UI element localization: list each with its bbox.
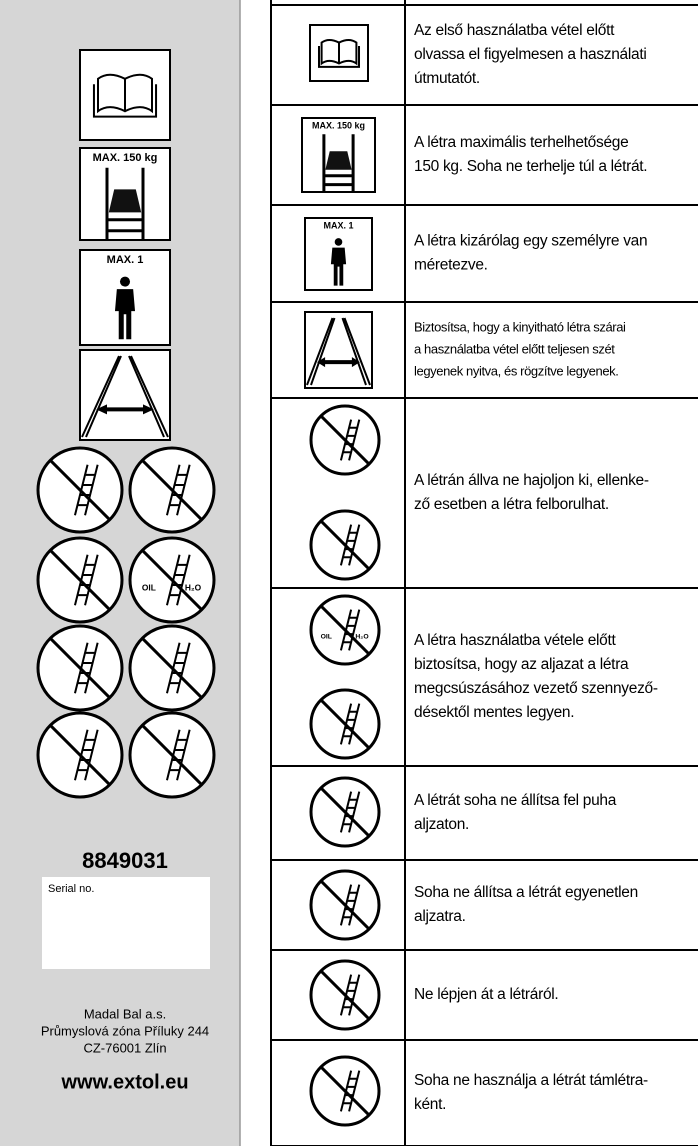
row-text: méretezve.	[414, 257, 488, 274]
prohibition-bar	[320, 787, 370, 837]
person-body	[114, 289, 136, 340]
product-code: 8849031	[82, 848, 168, 873]
ladder-icon	[105, 167, 145, 240]
row-text: aljzaton.	[414, 816, 469, 833]
prohibition-bar	[320, 880, 370, 930]
icon-label: H₂O	[185, 583, 202, 593]
prohibition-bar	[320, 520, 370, 570]
prohibition-bar	[49, 549, 111, 611]
row-text: A létra kizárólag egy személyre van	[414, 233, 647, 250]
prohibition-bar	[320, 970, 370, 1020]
person-body	[330, 247, 347, 286]
weight-icon	[325, 151, 352, 170]
prohibition-bar	[141, 459, 203, 521]
prohibition-bar	[320, 1066, 370, 1116]
a-frame-icon	[306, 317, 371, 386]
icon-frame	[304, 311, 373, 389]
row-text: ző esetben a létra felborulhat.	[414, 496, 609, 513]
icon-label: MAX. 1	[107, 254, 144, 266]
ladder-icon	[322, 134, 355, 192]
a-frame-icon	[81, 355, 169, 438]
address-line: CZ-76001 Zlín	[83, 1040, 166, 1055]
icon-label: MAX. 1	[323, 220, 353, 230]
prohibition-bar	[141, 637, 203, 699]
row-text: Biztosítsa, hogy a kinyitható létra szár…	[414, 319, 626, 334]
icon-label: MAX. 150 kg	[93, 152, 158, 164]
prohibition-bar	[320, 699, 370, 749]
row-text: ként.	[414, 1096, 446, 1113]
row-text: Ne lépjen át a létráról.	[414, 986, 558, 1003]
prohibition-bar	[49, 459, 111, 521]
prohibition-bar	[320, 415, 370, 465]
row-text: A létra maximális terhelhetősége	[414, 134, 628, 151]
row-text: aljzatra.	[414, 908, 466, 925]
icon-label: MAX. 150 kg	[312, 120, 365, 130]
serial-box	[42, 877, 210, 969]
address-line: Průmyslová zóna Příluky 244	[41, 1023, 209, 1038]
icon-frame	[79, 49, 171, 141]
row-text: útmutatót.	[414, 70, 480, 87]
row-text: a használatba vétel előtt teljesen szét	[414, 341, 615, 356]
row-text: A létrán állva ne hajoljon ki, ellenke-	[414, 472, 649, 489]
prohibition-bar	[320, 605, 370, 655]
row-text: 150 kg. Soha ne terhelje túl a létrát.	[414, 158, 647, 175]
row-text: désektől mentes legyen.	[414, 704, 574, 721]
serial-label: Serial no.	[48, 883, 94, 895]
person-head	[119, 276, 131, 287]
row-text: megcsúszásához vezető szennyező-	[414, 680, 658, 697]
icon-label: OIL	[321, 634, 332, 641]
row-text: Az első használatba vétel előtt	[414, 22, 615, 39]
row-text: A létrát soha ne állítsa fel puha	[414, 792, 617, 809]
row-text: A létra használatba vétele előtt	[414, 632, 617, 649]
book-icon	[317, 38, 361, 68]
row-text: biztosítsa, hogy az aljazat a létra	[414, 656, 629, 673]
icon-frame	[79, 349, 171, 441]
arrow-icon	[96, 404, 154, 415]
icon-label: H₂O	[355, 634, 368, 641]
address-line: Madal Bal a.s.	[84, 1006, 166, 1021]
arrow-icon	[317, 357, 360, 368]
row-text: legyenek nyitva, és rögzítve legyenek.	[414, 363, 618, 378]
row-text: Soha ne állítsa a létrát egyenetlen	[414, 884, 638, 901]
prohibition-bar	[49, 637, 111, 699]
person-head	[334, 238, 343, 246]
book-icon	[92, 73, 158, 118]
prohibition-bar	[141, 724, 203, 786]
row-text: olvassa el figyelmesen a használati	[414, 46, 646, 63]
website: www.extol.eu	[60, 1071, 188, 1093]
weight-icon	[108, 189, 142, 213]
prohibition-bar	[141, 549, 203, 611]
row-text: Soha ne használja a létrát támlétra-	[414, 1072, 648, 1089]
prohibition-bar	[49, 724, 111, 786]
icon-label: OIL	[142, 583, 156, 593]
